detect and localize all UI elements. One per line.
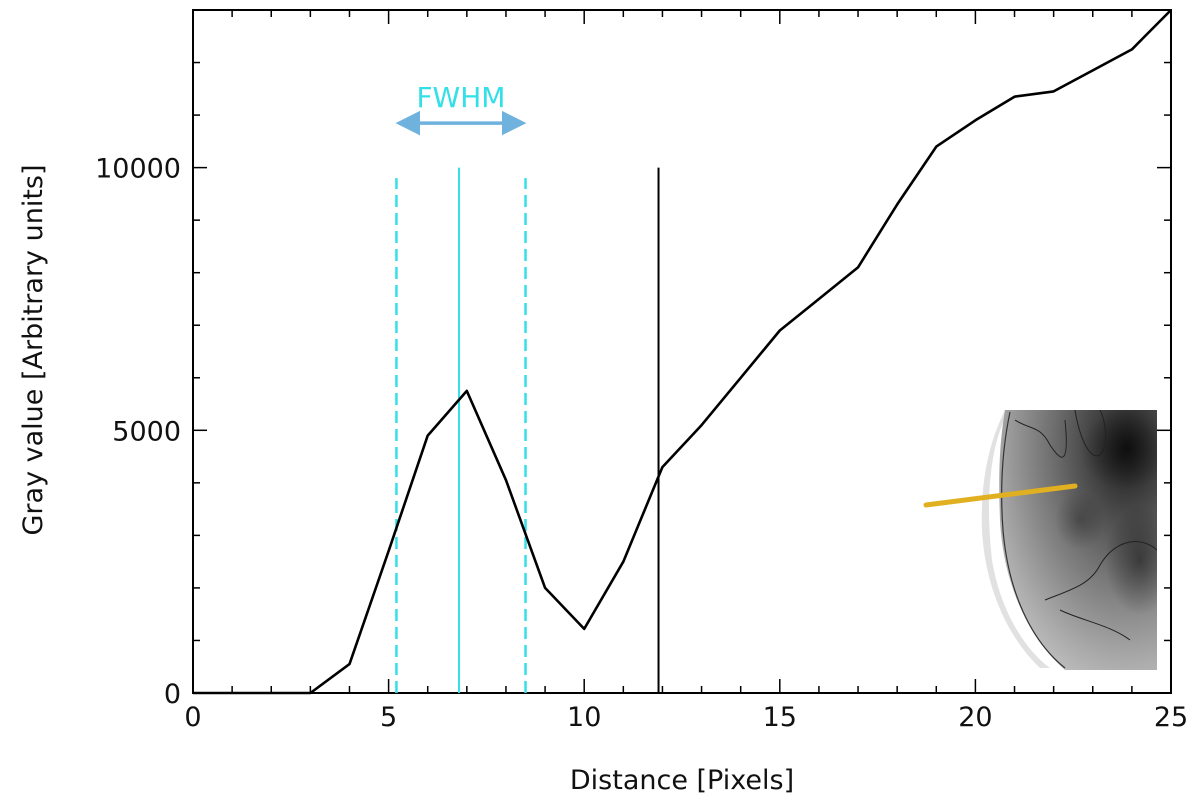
y-axis-label: Gray value [Arbitrary units]: [18, 164, 49, 535]
x-tick-label: 15: [763, 702, 797, 733]
data-series: [193, 9, 1172, 695]
y-tick-label: 0: [164, 679, 181, 710]
x-axis-label: Distance [Pixels]: [570, 765, 794, 796]
inset-contour: [1074, 410, 1107, 457]
fwhm-label: FWHM: [416, 81, 505, 114]
reference-lines: [395, 167, 660, 693]
fwhm-annotation: FWHM: [395, 81, 527, 136]
inset-profile-line: [923, 483, 1078, 508]
x-tick-label: 20: [958, 702, 992, 733]
y-tick-label: 5000: [112, 416, 181, 447]
inset-limb: [1001, 411, 1066, 669]
x-tick-label: 25: [1154, 702, 1188, 733]
axis-ticks: 0 5 10 15 20 25 0 5000 10000: [95, 9, 1188, 733]
x-tick-label: 5: [380, 702, 397, 733]
series-line: [193, 9, 1172, 695]
inset-contour: [1044, 541, 1157, 601]
x-tick-label: 0: [184, 702, 201, 733]
inset-contour: [1014, 419, 1067, 458]
x-tick-label: 10: [567, 702, 601, 733]
inset-halo: [981, 410, 1050, 668]
inset-contour: [1059, 609, 1131, 641]
y-tick-label: 10000: [95, 154, 181, 185]
inset-image: [923, 410, 1157, 670]
plot-frame: [192, 9, 1172, 694]
